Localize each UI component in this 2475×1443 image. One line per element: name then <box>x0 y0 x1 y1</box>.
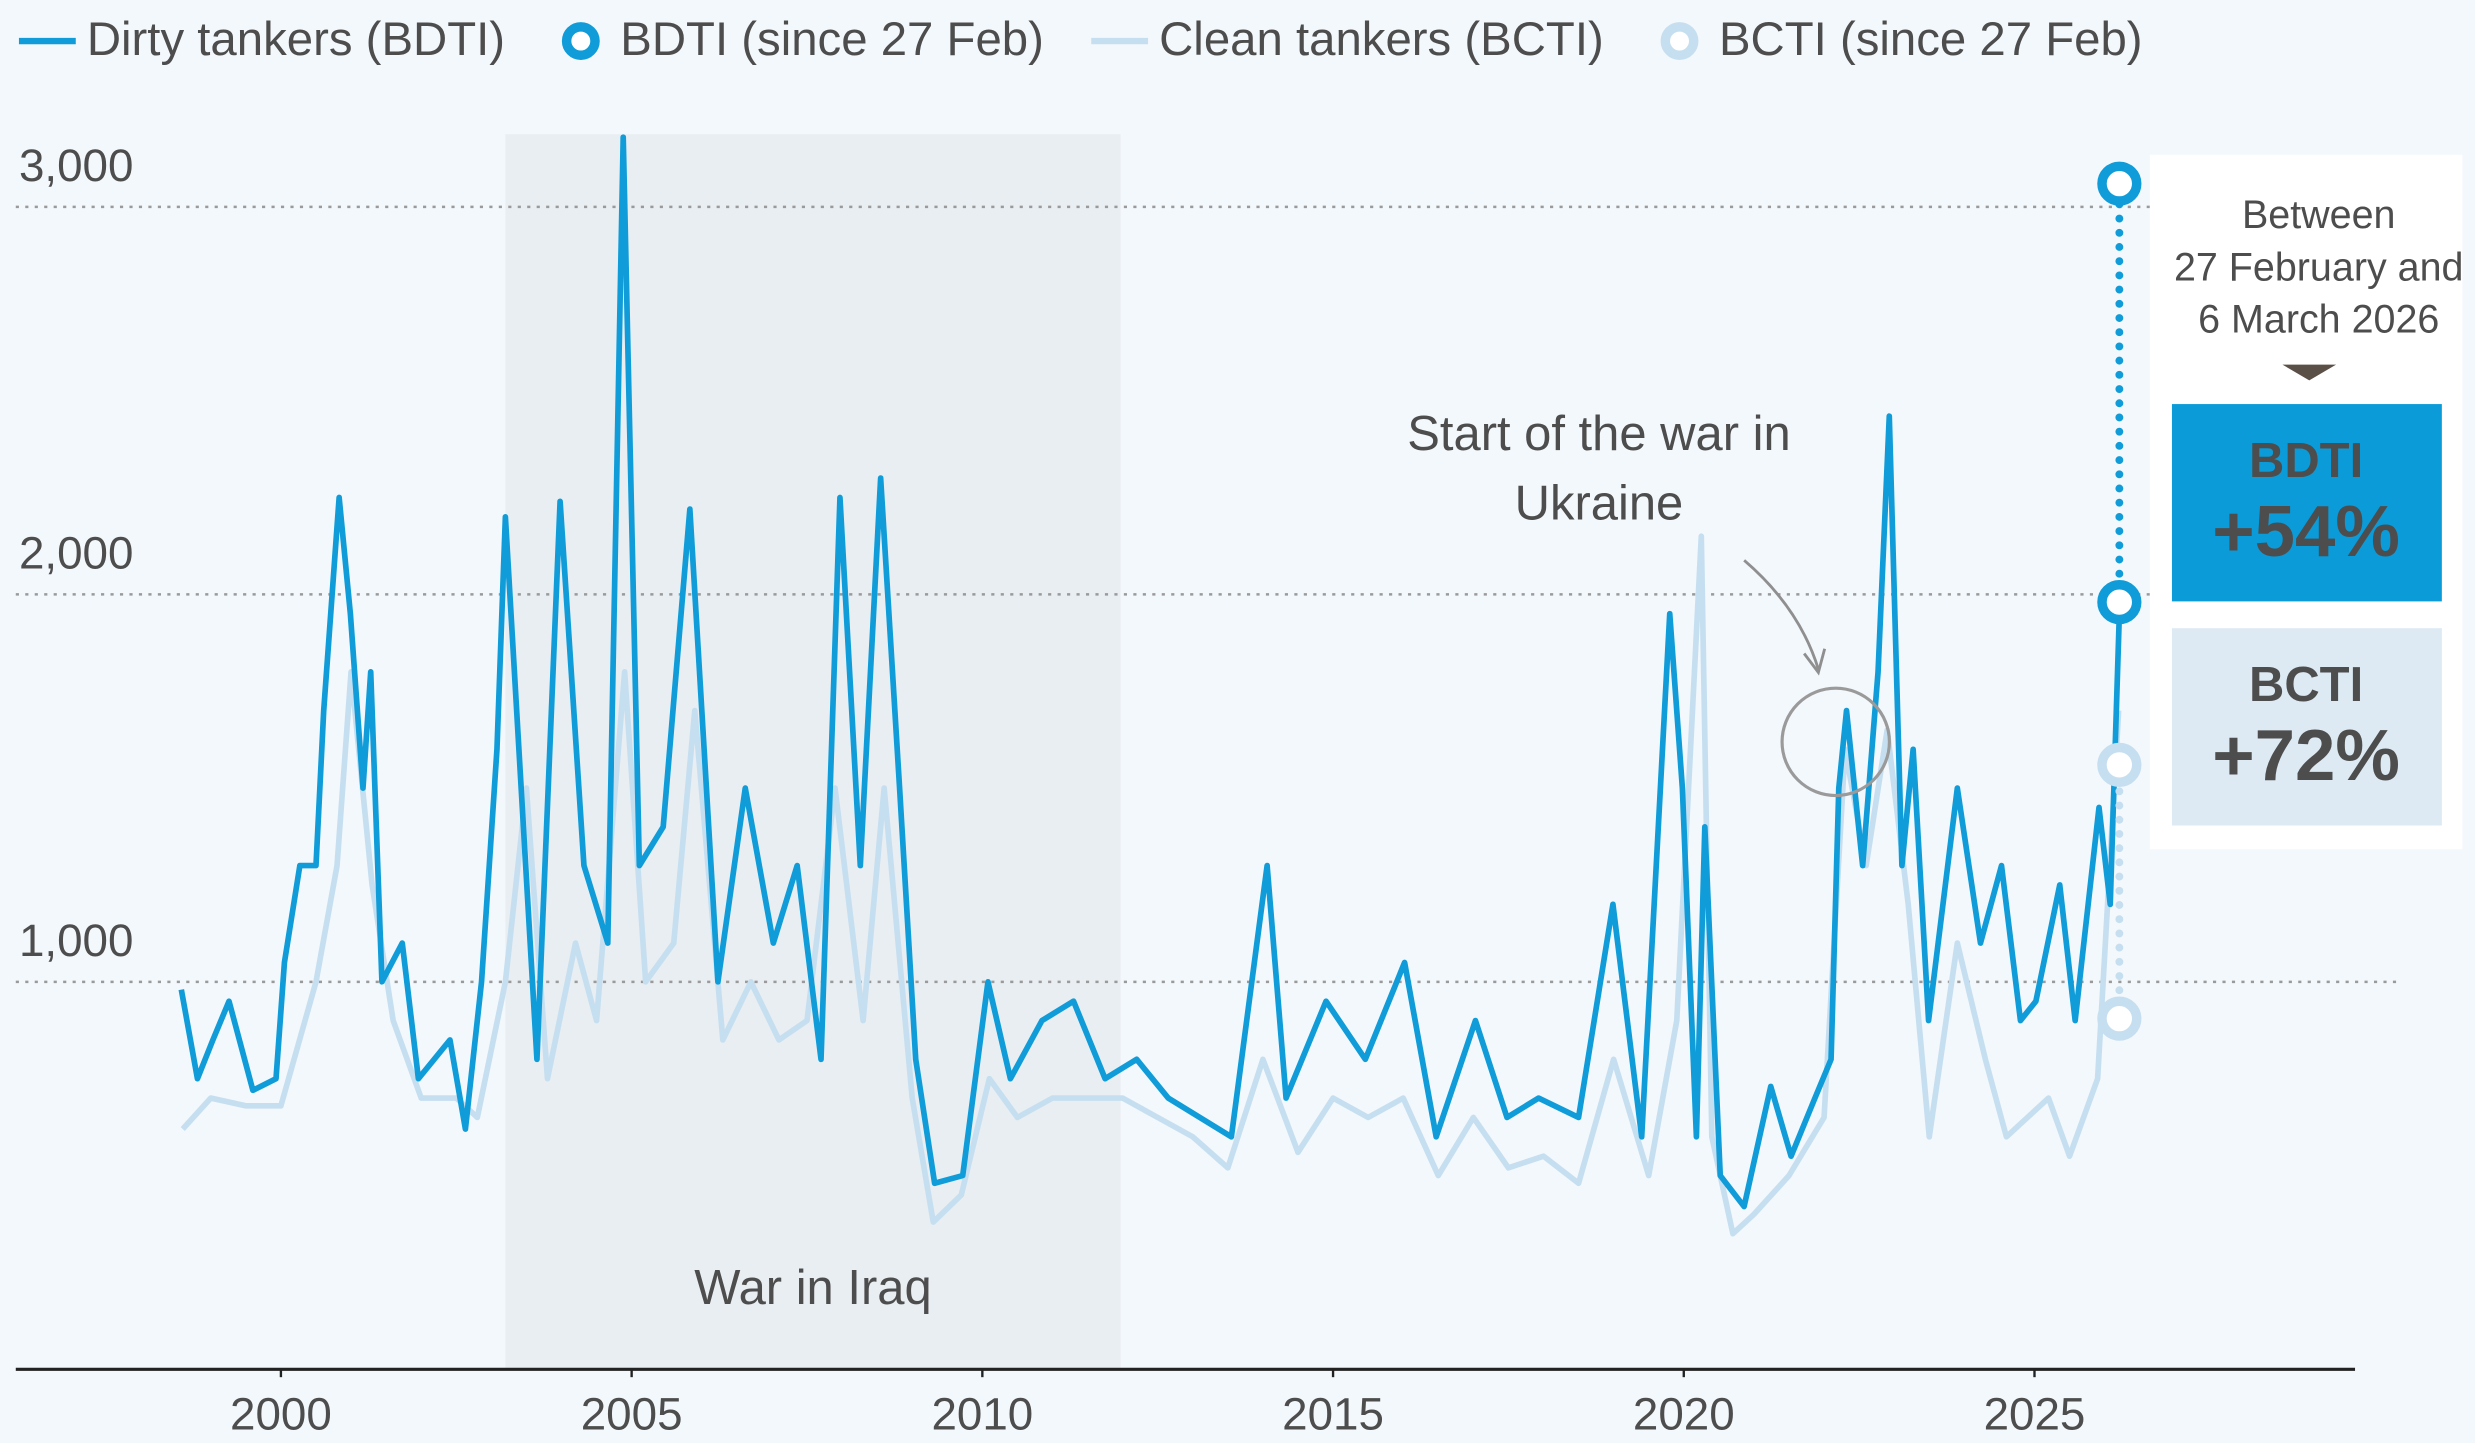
legend-marker <box>1660 22 1699 60</box>
panel-name: BDTI <box>2249 434 2363 488</box>
legend-label: Clean tankers (BCTI) <box>1159 13 1604 66</box>
panel-title: 27 February and <box>2174 245 2464 289</box>
since-point <box>2097 580 2142 625</box>
legend-label: BDTI (since 27 Feb) <box>620 13 1044 66</box>
legend-label: BCTI (since 27 Feb) <box>1719 13 2143 66</box>
legend-label: Dirty tankers (BDTI) <box>87 13 505 66</box>
panel-value: +54% <box>2212 491 2400 572</box>
x-tick-label: 2010 <box>931 1389 1033 1440</box>
panel-title: 6 March 2026 <box>2198 297 2439 341</box>
annotation-arrow <box>1743 559 1820 670</box>
annotation-circle <box>1780 686 1891 798</box>
panel-value: +72% <box>2212 715 2400 796</box>
panel-title: Between <box>2242 193 2396 237</box>
x-tick-label: 2020 <box>1633 1389 1735 1440</box>
x-tick-label: 2025 <box>1984 1389 2086 1440</box>
x-tick-label: 2000 <box>230 1389 332 1440</box>
legend-marker <box>561 22 600 60</box>
since-point <box>2097 742 2142 787</box>
panel-box <box>2171 404 2442 602</box>
panel-triangle <box>2282 364 2337 381</box>
annotation-text: Start of the war in <box>1407 407 1790 461</box>
since-point <box>2097 161 2142 206</box>
annotation-text: Ukraine <box>1515 477 1684 531</box>
panel-name: BCTI <box>2249 658 2363 712</box>
shaded-period <box>505 134 1121 1370</box>
y-tick-label: 3,000 <box>19 140 134 191</box>
x-tick-label: 2005 <box>581 1389 683 1440</box>
shaded-label: War in Iraq <box>694 1261 931 1315</box>
panel-box <box>2171 628 2442 826</box>
y-tick-label: 2,000 <box>19 528 134 579</box>
x-tick-label: 2015 <box>1282 1389 1384 1440</box>
annotation-arrowhead <box>1803 648 1827 676</box>
y-tick-label: 1,000 <box>19 915 134 966</box>
since-point <box>2097 996 2142 1041</box>
series-line <box>178 134 2123 1210</box>
